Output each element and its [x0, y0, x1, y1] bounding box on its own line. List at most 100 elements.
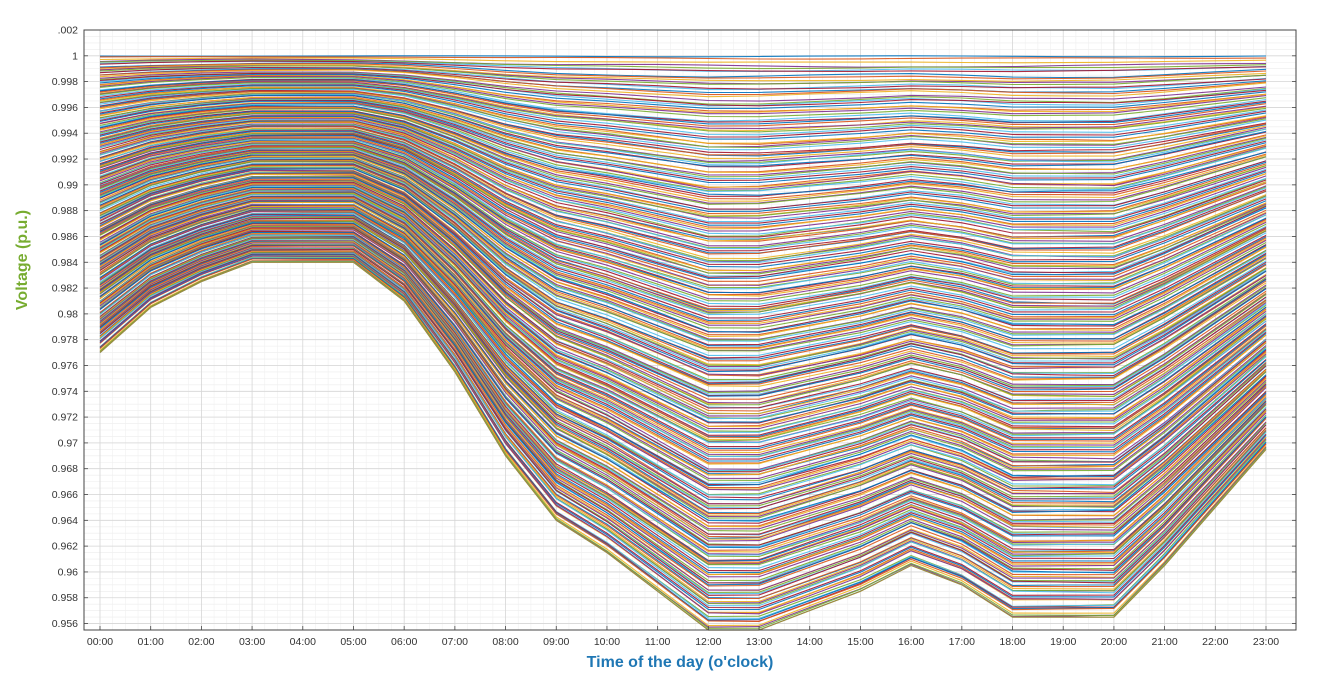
- series-line: [99, 69, 1267, 96]
- series-line: [99, 239, 1267, 569]
- x-tick-label: 15:00: [847, 636, 873, 648]
- series-line: [99, 64, 1267, 82]
- series-line: [99, 186, 1267, 423]
- series-line: [99, 222, 1267, 521]
- series-line: [99, 85, 1267, 140]
- y-tick-label: 0.982: [52, 283, 78, 295]
- series-line: [99, 135, 1267, 280]
- series-line: [99, 119, 1267, 235]
- series-line: [99, 252, 1267, 607]
- series-line: [99, 134, 1267, 278]
- series-line: [99, 257, 1267, 621]
- series-line: [99, 252, 1267, 605]
- series-line: [99, 76, 1267, 115]
- series-line: [99, 107, 1267, 202]
- series-line: [99, 136, 1267, 282]
- series-line: [99, 116, 1267, 226]
- series-line: [99, 105, 1267, 196]
- x-tick-label: 06:00: [391, 636, 417, 648]
- y-tick-label: 0.984: [52, 257, 78, 269]
- series-line: [99, 233, 1267, 553]
- series-line: [99, 110, 1267, 210]
- series-line: [99, 138, 1267, 290]
- y-tick-label: 0.99: [58, 179, 79, 191]
- series-line: [99, 159, 1267, 347]
- series-line: [99, 194, 1267, 443]
- series-line: [99, 196, 1267, 449]
- series-line: [99, 178, 1267, 400]
- series-line: [99, 238, 1267, 566]
- y-tick-label: 0.964: [52, 515, 78, 527]
- y-tick-label: 0.972: [52, 412, 78, 424]
- series-line: [99, 247, 1267, 591]
- series-line: [99, 102, 1267, 188]
- series-line: [99, 228, 1267, 538]
- series-line: [99, 164, 1267, 360]
- x-tick-label: 20:00: [1101, 636, 1127, 648]
- series-line: [99, 253, 1267, 609]
- series-line: [99, 56, 1267, 60]
- series-line: [99, 120, 1267, 238]
- series-line: [99, 193, 1267, 442]
- series-line: [99, 224, 1267, 528]
- series-line: [99, 117, 1267, 230]
- series-line: [99, 217, 1267, 510]
- series-line: [99, 255, 1267, 615]
- series-line: [99, 81, 1267, 130]
- series-line: [99, 241, 1267, 576]
- series-line: [99, 93, 1267, 165]
- series-line: [99, 162, 1267, 356]
- x-tick-label: 16:00: [898, 636, 924, 648]
- series-line: [99, 166, 1267, 367]
- series-line: [99, 234, 1267, 556]
- series-line: [99, 250, 1267, 600]
- series-line: [99, 100, 1267, 184]
- x-tick-label: 14:00: [797, 636, 823, 648]
- y-tick-label: 0.96: [58, 566, 79, 578]
- series-line: [99, 188, 1267, 428]
- series-line: [99, 209, 1267, 487]
- series-line: [99, 152, 1267, 326]
- series-line: [99, 225, 1267, 530]
- series-line: [99, 74, 1267, 109]
- series-line: [99, 98, 1267, 178]
- x-tick-label: 13:00: [746, 636, 772, 648]
- series-line: [99, 192, 1267, 439]
- x-tick-label: 08:00: [492, 636, 518, 648]
- series-line: [99, 125, 1267, 252]
- x-tick-label: 22:00: [1202, 636, 1228, 648]
- series-line: [99, 205, 1267, 476]
- y-tick-label: 0.966: [52, 489, 78, 501]
- x-axis-ticks: 00:00 01:00 02:00 03:00 04:00 05:00 06:00 07:00…: [87, 626, 1279, 648]
- series-line: [99, 68, 1267, 94]
- series-line: [99, 176, 1267, 393]
- series-line: [99, 84, 1267, 138]
- series-lines: [99, 55, 1267, 631]
- series-line: [99, 115, 1267, 224]
- series-line: [99, 88, 1267, 149]
- y-axis-title: Voltage (p.u.): [14, 210, 31, 310]
- series-line: [99, 231, 1267, 546]
- y-tick-label: .002: [58, 25, 79, 37]
- series-line: [99, 184, 1267, 417]
- x-tick-label: 01:00: [138, 636, 164, 648]
- series-line: [99, 144, 1267, 305]
- x-tick-label: 02:00: [188, 636, 214, 648]
- x-tick-label: 19:00: [1050, 636, 1076, 648]
- series-line: [99, 231, 1267, 549]
- series-line: [99, 128, 1267, 260]
- series-line: [99, 102, 1267, 190]
- series-line: [99, 236, 1267, 562]
- series-line: [99, 168, 1267, 373]
- series-line: [99, 183, 1267, 415]
- series-line: [99, 103, 1267, 193]
- series-line: [99, 59, 1267, 70]
- y-tick-label: 0.98: [58, 308, 79, 320]
- x-tick-label: 04:00: [290, 636, 316, 648]
- series-line: [99, 123, 1267, 247]
- series-line: [99, 150, 1267, 321]
- series-line: [99, 200, 1267, 462]
- series-line: [99, 161, 1267, 352]
- series-line: [99, 111, 1267, 212]
